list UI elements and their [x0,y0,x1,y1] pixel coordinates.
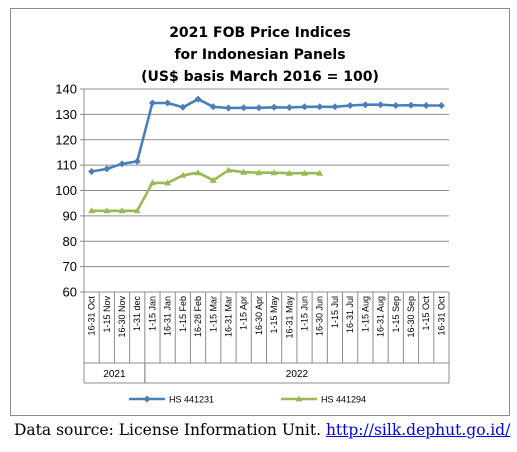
x-tick-label: 1-15 Jun [300,296,310,331]
data-point-series-2 [194,169,202,176]
data-point-series-2 [224,166,232,173]
legend-label-1: HS 441231 [169,395,214,405]
data-point-series-1 [377,101,385,109]
chart-frame: 2021 FOB Price Indices for Indonesian Pa… [10,8,510,416]
data-point-series-2 [301,169,309,176]
x-tick-label: 1-15 Oct [421,296,431,331]
data-point-series-1 [88,167,96,175]
data-point-series-2 [255,169,263,176]
data-point-series-1 [346,101,354,109]
x-tick-label: 1-15 Apr [239,296,249,330]
data-point-series-1 [224,104,232,112]
chart-subtitle: for Indonesian Panels [174,47,346,63]
x-tick-label: 16-31 Oct [436,296,446,336]
data-point-series-2 [285,169,293,176]
x-tick-label: 16-30 Jun [315,296,325,336]
data-point-series-1 [407,101,415,109]
data-point-series-1 [270,103,278,111]
year-group-label: 2021 [103,369,126,380]
data-point-series-1 [194,95,202,103]
legend-label-2: HS 441294 [321,395,366,405]
x-tick-label: 16-30 Sep [406,296,416,338]
data-point-series-1 [316,103,324,111]
y-tick-label: 120 [55,132,77,147]
data-point-series-2 [240,168,248,175]
x-tick-label: 1-31 dec [132,296,142,332]
x-tick-label: 1-15 Aug [360,296,370,332]
data-point-series-2 [164,179,172,186]
data-source-line: Data source: License Information Unit. h… [14,421,510,439]
x-tick-label: 16-30 Nov [117,296,127,338]
data-point-series-2 [270,169,278,176]
y-tick-label: 100 [55,183,77,198]
data-point-series-1 [422,101,430,109]
x-tick-label: 1-15 Mar [208,296,218,332]
data-point-series-2 [148,179,156,186]
y-tick-label: 130 [55,107,77,122]
y-tick-label: 110 [56,158,77,173]
legend-marker-2 [295,395,303,402]
x-tick-label: 1-15 May [269,296,279,334]
data-point-series-1 [133,157,141,165]
x-tick-label: 16-31 Aug [376,296,386,337]
y-tick-label: 60 [63,285,77,300]
data-point-series-1 [285,104,293,112]
x-tick-label: 1-15 Nov [102,296,112,333]
data-point-series-2 [209,176,217,183]
data-point-series-1 [255,104,263,112]
year-group-label: 2022 [286,369,309,380]
data-point-series-1 [118,160,126,168]
x-tick-label: 1-15 Sep [391,296,401,333]
data-point-series-1 [148,99,156,107]
chart-plot: 60 70 80 90 100 110 120 130 140 16-31 Oct 1-15 Nov… [55,82,450,405]
x-tick-label: 16-31 Jul [345,296,355,333]
y-tick-label: 90 [63,208,77,223]
data-point-series-2 [103,207,111,214]
series-line-1 [91,97,442,173]
data-point-series-2 [316,169,324,176]
data-point-series-1 [103,165,111,173]
y-tick-label: 70 [63,259,77,274]
chart-title: 2021 FOB Price Indices [169,25,351,41]
data-point-series-1 [392,101,400,109]
legend-marker-1 [143,395,151,403]
x-tick-label: 16-28 Feb [193,296,203,337]
data-point-series-1 [209,103,217,111]
x-tick-label: 1-15 Jan [147,296,157,331]
x-tick-label: 1-15 Feb [178,296,188,332]
data-point-series-1 [179,103,187,111]
data-source-link[interactable]: http://silk.dephut.go.id/ [325,421,511,439]
data-point-series-2 [133,207,141,214]
data-point-series-1 [301,103,309,111]
x-tick-label: 16-31 Oct [87,296,97,336]
data-source-text: Data source: License Information Unit. [14,421,321,439]
data-point-series-1 [164,99,172,107]
x-tick-label: 16-31 May [284,296,294,339]
y-tick-label: 80 [63,234,77,249]
data-point-series-1 [331,103,339,111]
x-tick-label: 16-30 Apr [254,296,264,335]
series-line-2 [91,168,320,213]
chart-subtitle-basis: (US$ basis March 2016 = 100) [141,69,379,85]
data-point-series-2 [179,171,187,178]
data-point-series-2 [118,207,126,214]
x-tick-label: 16-31 Jan [163,296,173,336]
x-tick-label: 16-31 Mar [223,296,233,337]
data-point-series-1 [437,101,445,109]
data-point-series-1 [240,104,248,112]
x-tick-label: 1-15 Jul [330,296,340,328]
data-point-series-2 [88,207,96,214]
y-tick-label: 140 [55,82,77,97]
data-point-series-1 [361,101,369,109]
